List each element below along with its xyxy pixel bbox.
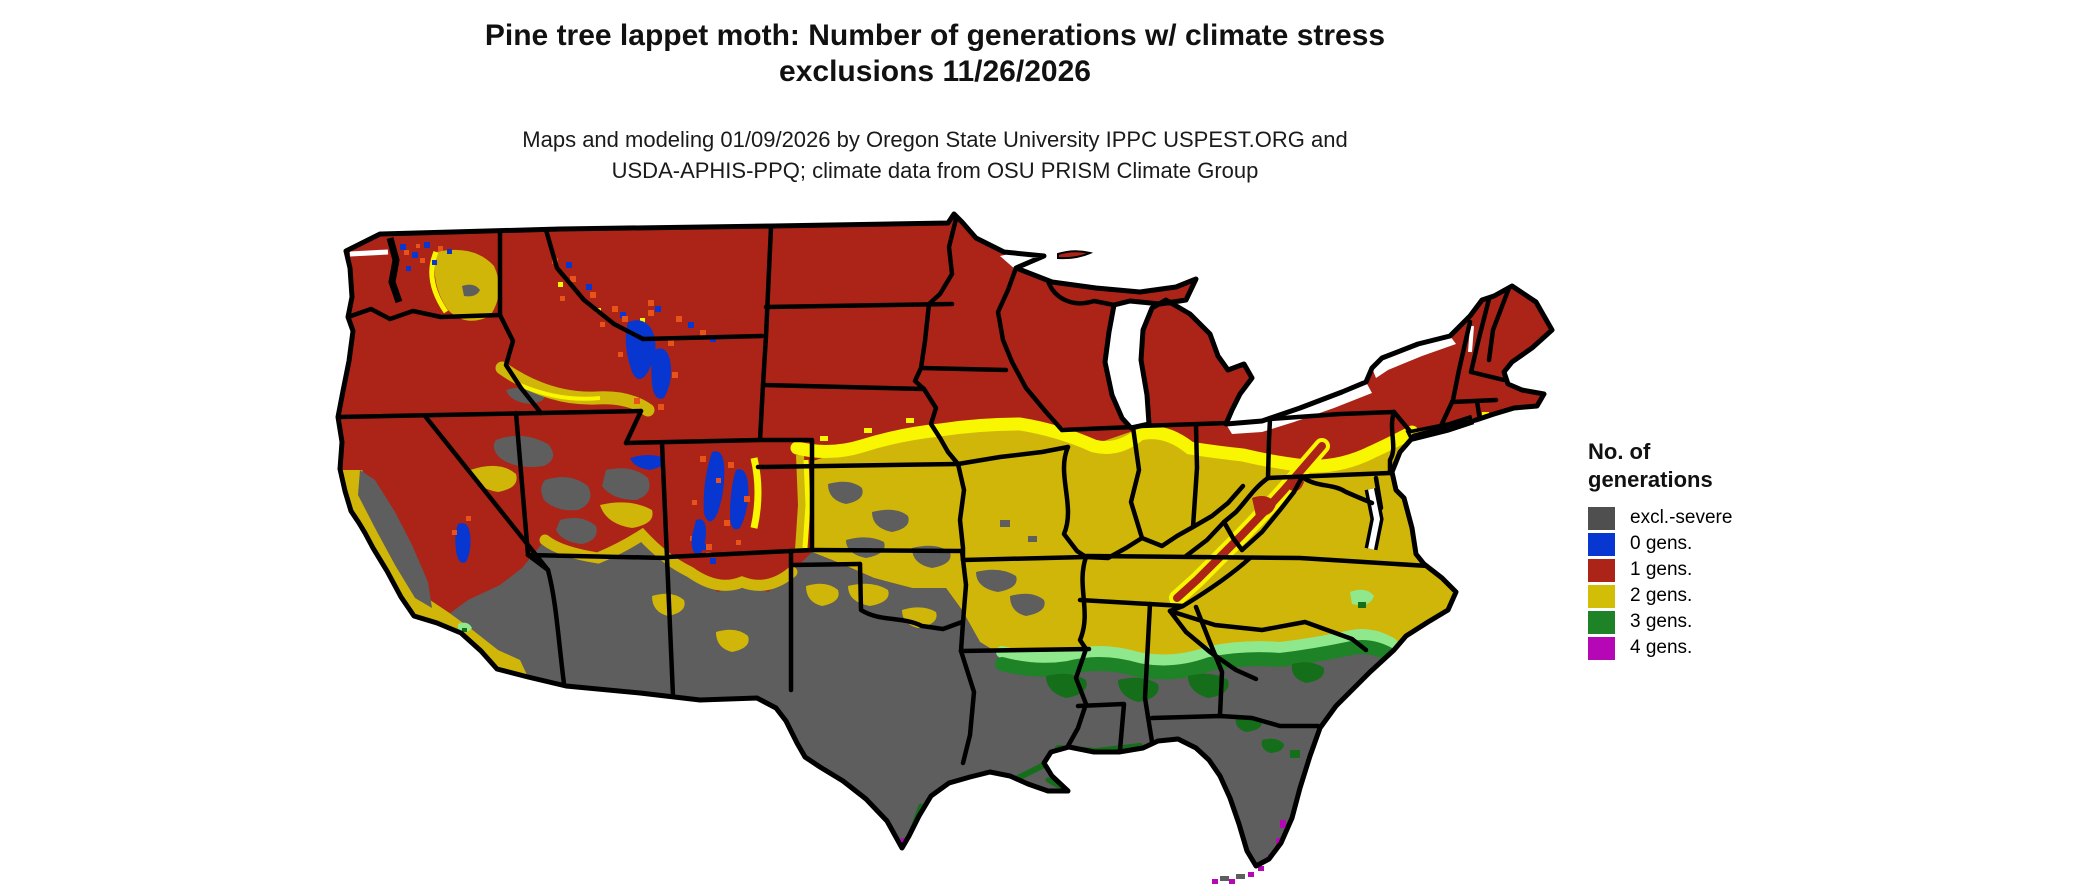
fringe-newjersey-yellow <box>1372 432 1405 456</box>
legend-label: 4 gens. <box>1630 637 1693 658</box>
legend-row: 2 gens. <box>1588 583 1888 609</box>
legend-row: 3 gens. <box>1588 609 1888 635</box>
legend-label: 3 gens. <box>1630 611 1693 632</box>
puget-sound <box>386 237 403 304</box>
legend-row: excl.-severe <box>1588 505 1888 531</box>
legend-items: excl.-severe 0 gens. 1 gens. 2 gens. 3 gens.… <box>1588 505 1888 661</box>
legend-title-line-2: generations <box>1588 467 1713 492</box>
legend-row: 4 gens. <box>1588 635 1888 661</box>
page-title: Pine tree lappet moth: Number of generat… <box>0 18 1870 90</box>
legend-label: 2 gens. <box>1630 585 1693 606</box>
legend-swatch-2 <box>1588 558 1615 582</box>
great-basin-gray-patches <box>493 387 650 544</box>
socal-green-speck <box>458 622 472 633</box>
florida-keys <box>1212 866 1264 884</box>
conus-outline <box>335 211 1555 869</box>
strait-juan-de-fuca <box>349 249 389 257</box>
isle-royale <box>1057 250 1094 260</box>
fill-central-valley-gray <box>358 470 432 608</box>
legend-row: 1 gens. <box>1588 557 1888 583</box>
ozark-gray-patches <box>976 569 1045 616</box>
legend-title-line-1: No. of <box>1588 439 1651 464</box>
legend: No. of generations excl.-severe 0 gens. 1 … <box>1588 438 1888 661</box>
title-line-2: exclusions 11/26/2026 <box>779 55 1091 88</box>
chesapeake-bay-water <box>1368 488 1381 550</box>
legend-label: 0 gens. <box>1630 533 1693 554</box>
columbia-basin-yellow-edge <box>429 251 449 314</box>
columbia-basin-gray-speck <box>462 284 480 297</box>
legend-swatch-3 <box>1588 584 1615 608</box>
fill-excluded-gray-south <box>438 535 1394 866</box>
cascade-rocky-blue-specks <box>400 242 716 564</box>
fringe-yellow-band-top <box>790 417 1419 473</box>
uinta-blue-streak <box>630 455 665 470</box>
fringe-snake-river-yellow <box>519 383 601 401</box>
legend-swatch-5 <box>1588 636 1615 660</box>
southeast-green-blobs <box>1046 662 1325 702</box>
southern-gold-patches <box>652 583 937 652</box>
lake-champlain <box>1468 325 1474 353</box>
legend-swatch-1 <box>1588 532 1615 556</box>
magenta-four-gens <box>901 820 1286 866</box>
subtitle-line-1: Maps and modeling 01/09/2026 by Oregon S… <box>522 127 1348 152</box>
legend-swatch-0 <box>1588 506 1615 530</box>
fringe-colorado-east-gold <box>795 454 807 551</box>
title-line-1: Pine tree lappet moth: Number of generat… <box>484 19 1386 52</box>
lake-ontario <box>1372 336 1456 378</box>
legend-row: 0 gens. <box>1588 531 1888 557</box>
map-attribution: Maps and modeling 01/09/2026 by Oregon S… <box>0 124 1870 186</box>
fringe-colorado-east-yellow <box>802 459 811 549</box>
legend-label: 1 gens. <box>1630 559 1693 580</box>
subtitle-line-2: USDA-APHIS-PPQ; climate data from OSU PR… <box>611 158 1259 183</box>
colorado-blue-cluster <box>691 451 762 556</box>
sierra-blue-streak <box>452 516 471 563</box>
state-borders <box>338 216 1512 766</box>
legend-swatch-4 <box>1588 610 1615 634</box>
legend-label: excl.-severe <box>1630 507 1733 528</box>
